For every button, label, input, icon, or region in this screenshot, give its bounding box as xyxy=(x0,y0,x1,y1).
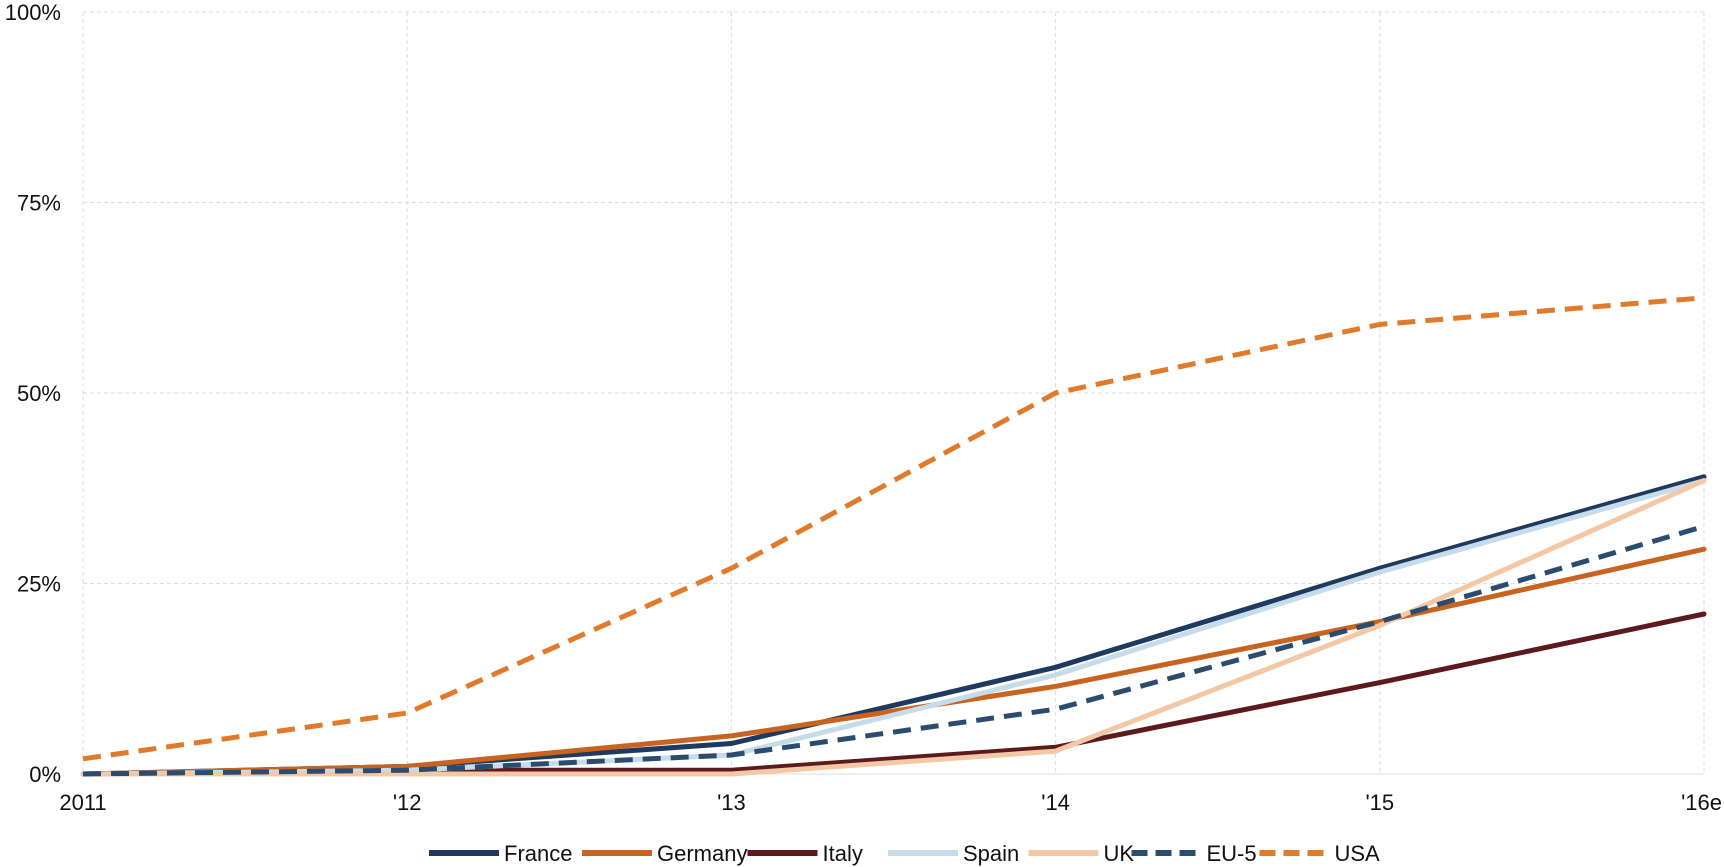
legend-item-spain: Spain xyxy=(888,841,1019,866)
legend-item-eu-5: EU-5 xyxy=(1131,841,1257,866)
y-tick-label: 50% xyxy=(17,381,61,406)
y-tick-label: 100% xyxy=(5,0,61,25)
legend-label: Spain xyxy=(963,841,1019,866)
legend-label: France xyxy=(504,841,572,866)
gridlines xyxy=(82,11,1705,774)
x-tick-label: '12 xyxy=(393,790,422,815)
legend-label: Italy xyxy=(823,841,863,866)
y-tick-label: 75% xyxy=(17,191,61,216)
legend-label: UK xyxy=(1104,841,1135,866)
series-line-usa xyxy=(82,295,1705,762)
y-tick-label: 0% xyxy=(29,762,61,787)
legend: France Germany Italy Spain UK EU-5 USA xyxy=(429,841,1380,866)
x-axis: 2011 '12 '13 '14 '15 '16e xyxy=(59,773,1722,815)
x-tick-label: '14 xyxy=(1041,790,1070,815)
legend-item-italy: Italy xyxy=(747,841,863,866)
legend-item-france: France xyxy=(429,841,572,866)
x-tick-label: '15 xyxy=(1365,790,1394,815)
series-line-italy xyxy=(80,611,1707,777)
series-line-uk xyxy=(80,478,1707,777)
x-tick-label: '16e xyxy=(1681,790,1722,815)
x-tick-label: '13 xyxy=(717,790,746,815)
series-line-eu-5 xyxy=(82,524,1705,777)
series-line-spain xyxy=(80,478,1707,777)
legend-item-germany: Germany xyxy=(582,841,747,866)
series-line-france xyxy=(80,474,1707,777)
legend-label: EU-5 xyxy=(1207,841,1257,866)
y-tick-label: 25% xyxy=(17,572,61,597)
legend-label: USA xyxy=(1335,841,1381,866)
legend-item-uk: UK xyxy=(1028,841,1135,866)
x-tick-label: 2011 xyxy=(59,790,106,815)
series-line-germany xyxy=(80,546,1707,777)
legend-item-usa: USA xyxy=(1259,841,1381,866)
series-lines xyxy=(80,295,1707,777)
legend-label: Germany xyxy=(657,841,747,866)
y-axis: 0% 25% 50% 75% 100% xyxy=(5,0,61,787)
